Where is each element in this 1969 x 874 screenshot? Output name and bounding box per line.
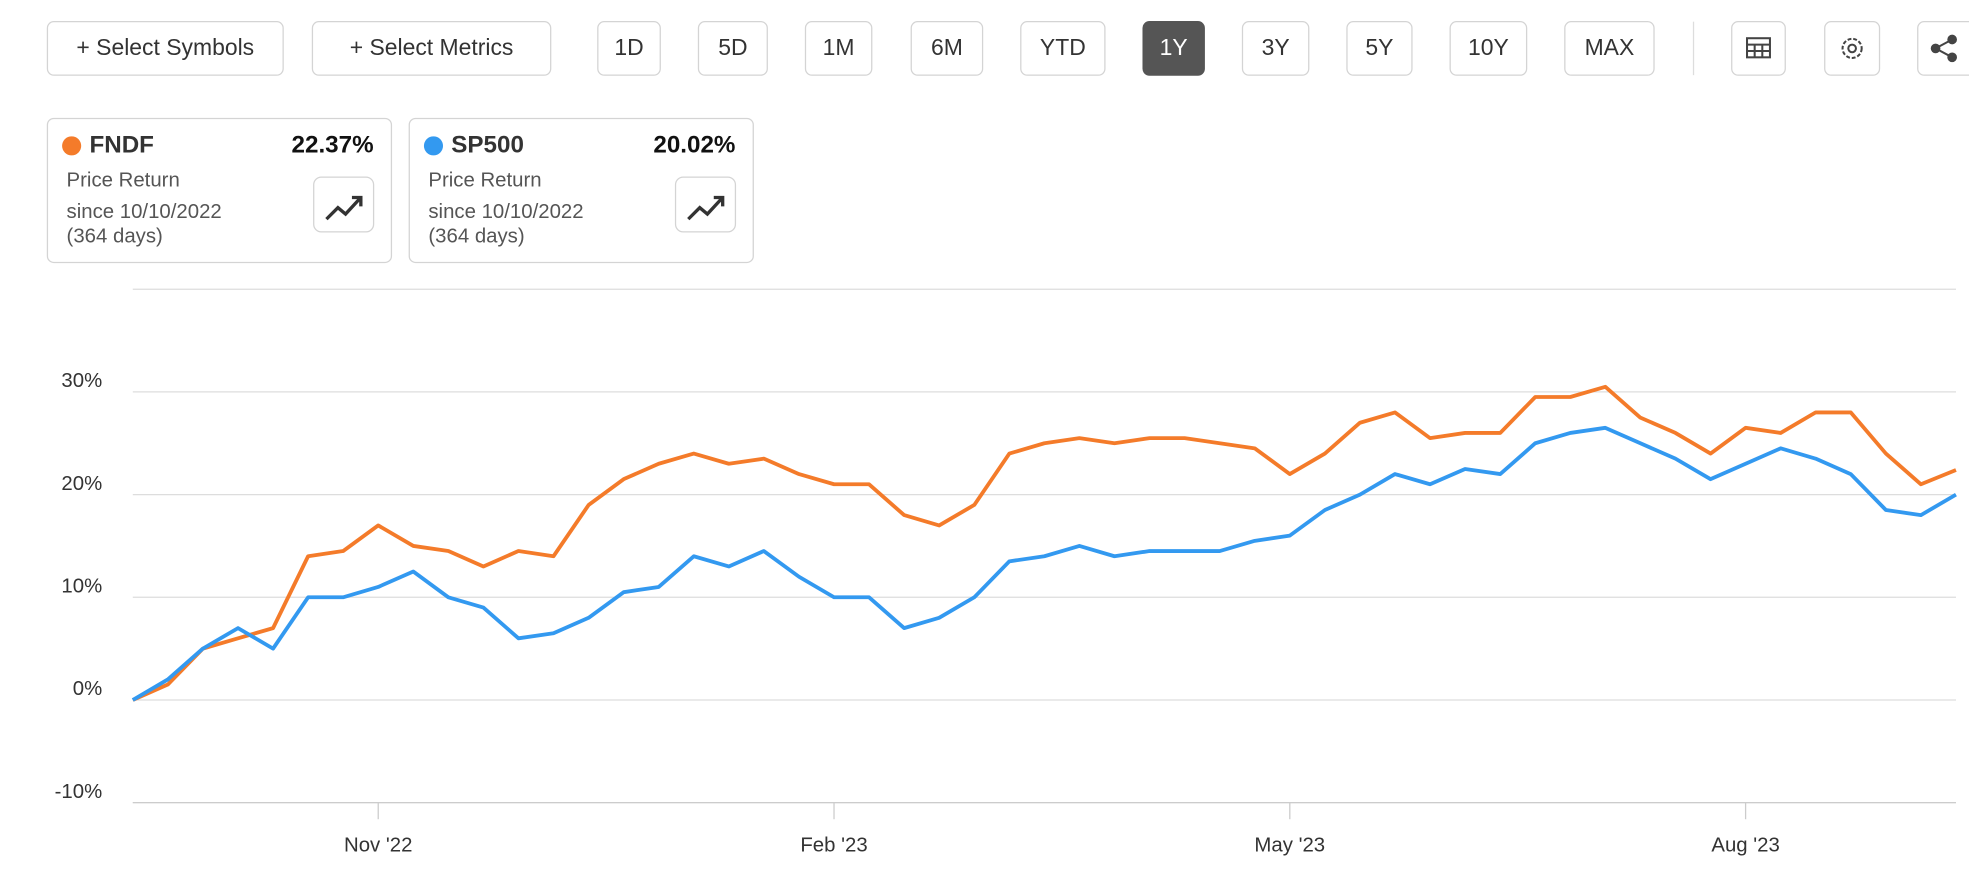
trend-icon bbox=[687, 195, 725, 221]
settings-icon bbox=[1841, 37, 1863, 59]
range-button[interactable] bbox=[697, 21, 768, 76]
legend-value: 20.02% bbox=[653, 131, 735, 158]
legend-since: since 10/10/2022 bbox=[428, 201, 583, 223]
legend-value: 22.37% bbox=[292, 131, 374, 158]
range-button[interactable] bbox=[1020, 21, 1106, 76]
settings-button[interactable] bbox=[1824, 21, 1881, 76]
range-label: YTD bbox=[1040, 34, 1086, 60]
table-icon bbox=[1746, 37, 1771, 59]
range-label: 5D bbox=[718, 34, 747, 60]
range-button[interactable] bbox=[1241, 21, 1310, 76]
x-tick-label: Feb '23 bbox=[800, 834, 867, 856]
x-tick-label: Nov '22 bbox=[344, 834, 412, 856]
range-label: 1M bbox=[823, 34, 855, 60]
range-button[interactable] bbox=[597, 21, 661, 76]
legend-dot bbox=[62, 136, 82, 156]
range-button[interactable] bbox=[1346, 21, 1413, 76]
y-tick-label: 0% bbox=[73, 678, 102, 700]
range-label: 1D bbox=[614, 34, 643, 60]
select-symbols-button[interactable] bbox=[46, 21, 284, 76]
series-line bbox=[131, 425, 1957, 702]
series-line bbox=[132, 384, 1957, 702]
y-tick-label: -10% bbox=[55, 781, 103, 803]
legend-days: (364 days) bbox=[67, 225, 163, 247]
y-tick-label: 20% bbox=[61, 473, 102, 495]
select-metrics-button[interactable] bbox=[311, 21, 552, 76]
range-button[interactable] bbox=[804, 21, 873, 76]
table-button[interactable] bbox=[1731, 21, 1786, 76]
legend-card bbox=[46, 117, 393, 264]
range-label: MAX bbox=[1585, 34, 1635, 60]
x-tick-label: May '23 bbox=[1254, 834, 1325, 856]
legend-label: Price Return bbox=[428, 169, 541, 191]
legend-card bbox=[408, 117, 754, 264]
trend-icon bbox=[325, 195, 363, 221]
legend-since: since 10/10/2022 bbox=[67, 201, 222, 223]
select-metrics-label: + Select Metrics bbox=[350, 34, 514, 60]
share-icon bbox=[1930, 34, 1957, 63]
range-label: 6M bbox=[931, 34, 963, 60]
trend-button[interactable] bbox=[674, 176, 737, 233]
select-symbols-label: + Select Symbols bbox=[76, 34, 254, 60]
y-tick-label: 10% bbox=[61, 575, 102, 597]
range-button[interactable] bbox=[1449, 21, 1528, 76]
legend-name: SP500 bbox=[451, 131, 524, 158]
legend-name: FNDF bbox=[89, 131, 153, 158]
range-button[interactable] bbox=[910, 21, 984, 76]
range-label: 3Y bbox=[1262, 34, 1290, 60]
legend-label: Price Return bbox=[67, 169, 180, 191]
legend-dot bbox=[423, 136, 444, 156]
x-tick-label: Aug '23 bbox=[1711, 834, 1779, 856]
range-label: 5Y bbox=[1365, 34, 1393, 60]
range-label: 1Y bbox=[1160, 34, 1188, 60]
y-tick-label: 30% bbox=[61, 370, 102, 392]
trend-button[interactable] bbox=[313, 176, 375, 233]
share-button[interactable] bbox=[1917, 21, 1969, 76]
legend-days: (364 days) bbox=[428, 225, 524, 247]
range-button[interactable] bbox=[1564, 21, 1655, 76]
range-label: 10Y bbox=[1468, 34, 1509, 60]
range-button[interactable] bbox=[1142, 21, 1205, 76]
